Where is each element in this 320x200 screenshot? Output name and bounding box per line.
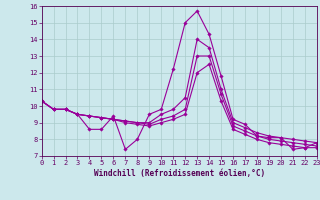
X-axis label: Windchill (Refroidissement éolien,°C): Windchill (Refroidissement éolien,°C) [94, 169, 265, 178]
